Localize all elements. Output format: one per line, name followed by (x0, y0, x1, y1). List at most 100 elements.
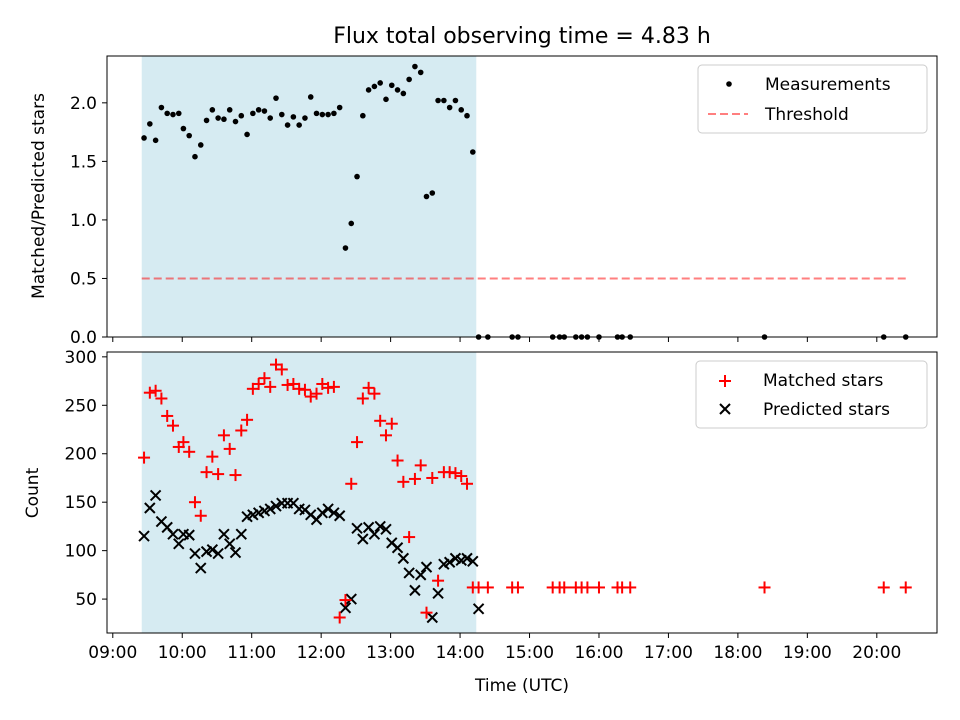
measurement-point (175, 110, 182, 117)
legend-label-predicted: Predicted stars (763, 400, 890, 420)
measurement-point (238, 112, 245, 119)
matched-point (149, 384, 162, 397)
legend-label-matched: Matched stars (763, 371, 883, 391)
measurement-point (152, 137, 159, 144)
top-panel: 0.00.51.01.52.0 Matched/Predicted stars … (29, 55, 938, 348)
matched-point (391, 454, 404, 467)
measurement-point (336, 104, 343, 111)
matched-point (558, 581, 571, 594)
matched-point (310, 387, 323, 400)
measurement-point (406, 76, 412, 83)
measurement-point (348, 220, 355, 227)
matched-point (899, 581, 912, 594)
matched-point (374, 414, 387, 427)
measurement-point (180, 125, 187, 132)
measurement-point (197, 142, 204, 148)
predicted-point (144, 502, 156, 514)
x-tick-label-10: 19:00 (783, 643, 832, 663)
chart-title: Flux total observing time = 4.83 h (333, 24, 711, 49)
matched-point (356, 392, 369, 405)
top-y-axis-label: Matched/Predicted stars (29, 93, 49, 299)
predicted-point (391, 542, 404, 554)
measurement-point (452, 97, 459, 104)
bottom-y-tick-label-5: 300 (65, 348, 97, 368)
bottom-legend: Matched stars Predicted stars (695, 360, 928, 429)
predicted-point (351, 522, 363, 535)
matched-point (339, 594, 352, 607)
measurement-point (458, 107, 465, 113)
measurement-point (209, 107, 216, 113)
predicted-point (357, 533, 369, 545)
measurement-point (360, 112, 366, 119)
matched-points (138, 358, 912, 624)
top-y-tick-label-0: 0.0 (70, 328, 97, 348)
measurement-point (296, 122, 302, 128)
matched-point (426, 471, 439, 484)
matched-point (449, 467, 462, 480)
matched-point (188, 496, 201, 509)
predicted-point (461, 552, 473, 565)
bottom-y-tick-label-3: 200 (65, 445, 97, 465)
bottom-y-tick-label-0: 50 (75, 590, 97, 610)
matched-point (177, 436, 190, 449)
bottom-axes-frame (106, 351, 938, 634)
matched-point (155, 392, 168, 405)
top-legend: Measurements Threshold (697, 64, 928, 134)
predicted-point (206, 543, 219, 556)
matched-point (298, 383, 311, 396)
legend-label-measurements: Measurements (765, 75, 891, 95)
matched-point (206, 450, 219, 463)
measurement-point (147, 121, 153, 127)
measurement-point (354, 173, 360, 180)
measurement-point (221, 116, 227, 123)
matched-point (275, 363, 288, 376)
matched-point (264, 380, 277, 393)
matched-point (877, 581, 890, 594)
measurement-point (313, 110, 320, 117)
matched-point (258, 372, 271, 385)
matched-point (200, 466, 213, 479)
measurement-point (377, 80, 383, 86)
matched-point (420, 606, 433, 619)
matched-point (408, 472, 421, 485)
legend-marker-measurements (726, 81, 732, 87)
matched-point (414, 459, 427, 472)
measurement-point (226, 107, 233, 113)
x-axis-label: Time (UTC) (474, 676, 569, 696)
predicted-point (374, 520, 386, 533)
measurement-point (325, 111, 331, 118)
legend-marker-matched (719, 375, 731, 387)
measurement-point (261, 108, 268, 114)
measurement-point (267, 115, 274, 121)
matched-point (138, 451, 151, 464)
predicted-point (403, 567, 415, 579)
bottom-y-ticks: 50 100 150 200 250 300 (65, 348, 107, 610)
predicted-point (368, 528, 381, 540)
predicted-point (397, 552, 410, 565)
predicted-point (443, 556, 456, 568)
measurement-point (302, 115, 308, 121)
x-tick-label-2: 11:00 (227, 643, 276, 663)
bottom-legend-box (695, 360, 928, 429)
matched-point (351, 436, 364, 449)
measurement-point (307, 94, 314, 100)
x-tick-label-1: 10:00 (158, 643, 207, 663)
measurement-point (394, 87, 401, 93)
bottom-y-tick-label-4: 250 (65, 396, 97, 416)
measurement-point (400, 90, 407, 97)
legend-label-threshold: Threshold (764, 105, 849, 125)
matched-point (397, 475, 410, 488)
measurement-point (244, 131, 250, 138)
top-y-tick-label-4: 2.0 (70, 94, 97, 114)
matched-point (252, 377, 265, 390)
x-tick-label-9: 18:00 (713, 643, 762, 663)
matched-point (368, 387, 381, 400)
matched-point (758, 581, 771, 594)
measurement-point (250, 110, 256, 117)
predicted-point (409, 584, 421, 597)
top-axes-frame (106, 55, 938, 338)
bottom-y-tick-label-1: 100 (65, 542, 97, 562)
bottom-y-axis-label: Count (23, 467, 43, 518)
matched-point (229, 469, 242, 482)
